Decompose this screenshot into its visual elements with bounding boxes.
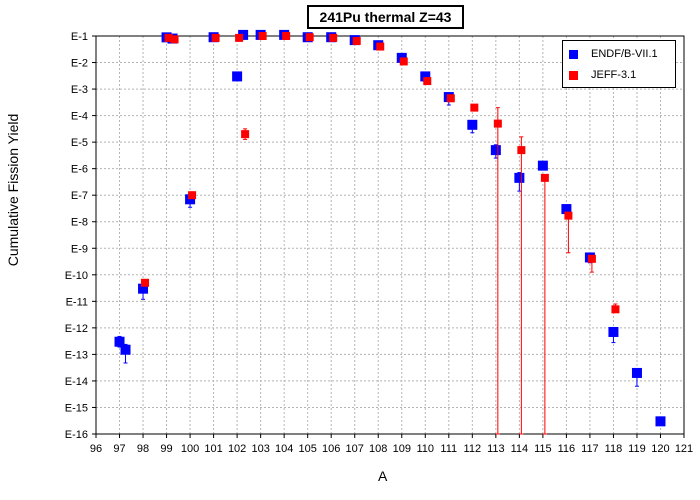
- y-tick-label: E-10: [65, 270, 88, 282]
- x-axis-label: A: [378, 468, 388, 484]
- data-point: [188, 191, 197, 200]
- data-point: [564, 211, 573, 220]
- data-point: [446, 94, 455, 103]
- data-point: [587, 254, 596, 263]
- data-point: [467, 119, 478, 130]
- y-tick-label: E-15: [65, 402, 88, 414]
- x-axis: 96 97 98 99 100 101 102 103 104 105 106 107 108 109 11…: [90, 434, 693, 455]
- y-tick-label: E-8: [71, 217, 88, 229]
- x-tick-label: 99: [160, 443, 172, 455]
- data-point: [561, 204, 572, 215]
- x-tick-label: 98: [137, 443, 149, 455]
- y-tick-label: E-1: [71, 31, 88, 43]
- x-tick-label: 104: [275, 443, 293, 455]
- x-tick-label: 109: [393, 443, 411, 455]
- x-tick-label: 115: [534, 443, 552, 455]
- series-jeff: [141, 32, 620, 435]
- data-point: [170, 35, 179, 44]
- data-point: [537, 160, 548, 171]
- data-point: [235, 33, 244, 42]
- x-tick-label: 102: [228, 443, 246, 455]
- y-tick-label: E-11: [66, 296, 88, 308]
- data-point: [114, 336, 125, 347]
- y-axis: E-1 E-2 E-3 E-4 E-5 E-6 E-7 E-8 E-9 E-10 E-11 E-12 E…: [65, 31, 96, 441]
- data-point: [282, 32, 291, 40]
- legend-swatch-jeff: [569, 70, 578, 80]
- data-point: [138, 283, 149, 294]
- data-point: [493, 119, 502, 128]
- y-tick-label: E-5: [71, 137, 88, 149]
- x-tick-label: 105: [299, 443, 317, 455]
- data-point: [329, 33, 338, 42]
- x-tick-label: 107: [346, 443, 364, 455]
- chart-title: 241Pu thermal Z=43: [307, 5, 464, 29]
- data-point: [185, 194, 196, 205]
- data-point: [305, 33, 314, 42]
- y-tick-label: E-9: [71, 243, 88, 255]
- x-tick-label: 106: [322, 443, 340, 455]
- x-tick-label: 101: [204, 443, 222, 455]
- gridlines: [96, 36, 684, 434]
- y-axis-label-text: Cumulative Fission Yield: [5, 113, 21, 267]
- chart-title-text: 241Pu thermal Z=43: [319, 9, 452, 25]
- data-point: [258, 32, 267, 40]
- data-point: [241, 130, 250, 139]
- data-point: [232, 71, 243, 82]
- data-point: [631, 367, 642, 378]
- x-tick-label: 114: [511, 443, 529, 455]
- data-point: [164, 33, 173, 42]
- data-point: [399, 57, 408, 66]
- data-point: [470, 103, 479, 112]
- legend-item-endf: ENDF/B-VII.1: [569, 47, 658, 61]
- x-tick-label: 103: [251, 443, 269, 455]
- data-point: [540, 173, 549, 182]
- x-tick-label: 108: [369, 443, 387, 455]
- data-point: [376, 42, 385, 51]
- data-point: [514, 172, 525, 183]
- legend-label-endf: ENDF/B-VII.1: [591, 48, 658, 60]
- data-point: [120, 344, 131, 355]
- legend-label-jeff: JEFF-3.1: [591, 69, 637, 81]
- y-tick-label: E-7: [71, 190, 88, 202]
- x-tick-label: 120: [651, 443, 669, 455]
- y-tick-label: E-13: [65, 349, 88, 361]
- x-tick-label: 116: [558, 443, 576, 455]
- data-point: [211, 33, 220, 42]
- plot-frame: [95, 35, 685, 435]
- x-tick-label: 96: [90, 443, 102, 455]
- series-layer: [114, 29, 666, 435]
- y-tick-label: E-6: [71, 164, 88, 176]
- x-tick-label: 117: [581, 443, 599, 455]
- y-tick-label: E-3: [71, 84, 88, 96]
- x-tick-label: 121: [675, 443, 693, 455]
- data-point: [490, 145, 501, 156]
- x-tick-label: 113: [487, 443, 505, 455]
- x-tick-label: 119: [628, 443, 646, 455]
- data-point: [423, 77, 432, 86]
- data-point: [517, 146, 526, 155]
- x-tick-label: 111: [440, 443, 457, 455]
- data-point: [352, 36, 361, 45]
- data-point: [141, 278, 150, 287]
- legend-item-jeff: JEFF-3.1: [569, 68, 636, 82]
- y-tick-label: E-14: [65, 376, 88, 388]
- x-tick-label: 112: [464, 443, 482, 455]
- x-tick-label: 100: [181, 443, 199, 455]
- x-tick-label: 97: [113, 443, 125, 455]
- y-tick-label: E-12: [65, 323, 88, 335]
- data-point: [611, 305, 620, 314]
- x-tick-label: 110: [417, 443, 435, 455]
- legend-swatch-endf: [569, 49, 578, 59]
- legend: ENDF/B-VII.1 JEFF-3.1: [562, 40, 676, 88]
- data-point: [608, 326, 619, 337]
- y-tick-label: E-16: [65, 429, 88, 441]
- data-point: [420, 71, 431, 82]
- data-point: [655, 416, 666, 427]
- y-tick-label: E-2: [71, 58, 88, 70]
- y-tick-label: E-4: [71, 111, 88, 123]
- x-tick-label: 118: [605, 443, 623, 455]
